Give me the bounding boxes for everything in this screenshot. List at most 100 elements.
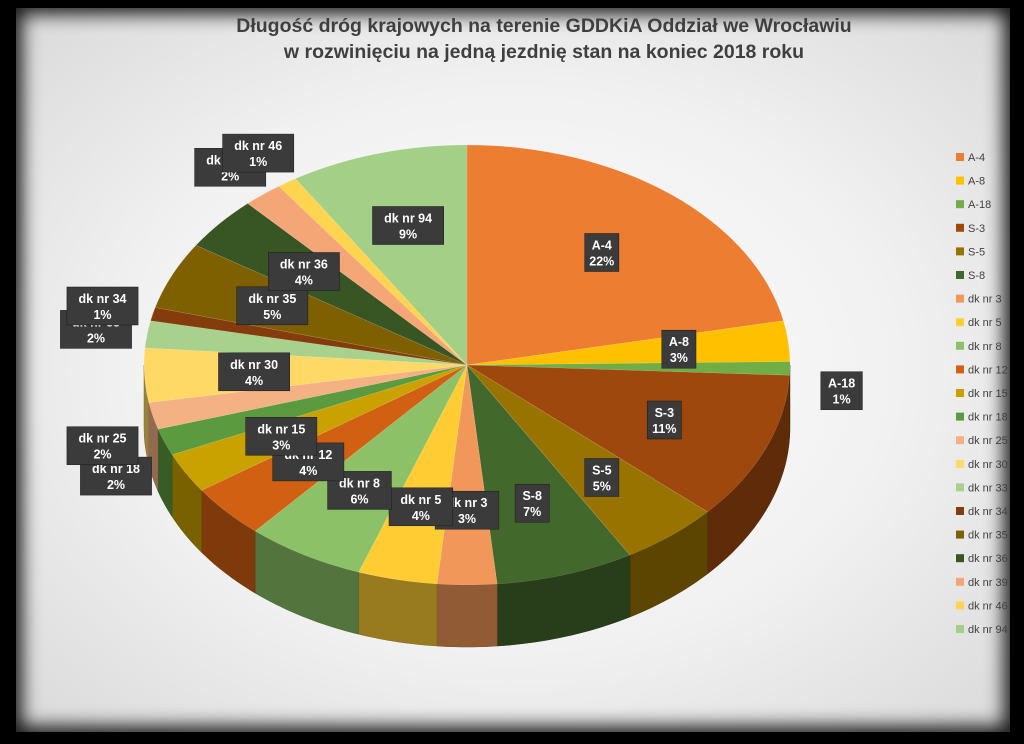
legend-item-a-4: A-4 <box>956 152 985 164</box>
legend-item-a-8: A-8 <box>956 176 985 188</box>
data-label-value: 3% <box>670 351 688 365</box>
legend-item-dk-nr-46: dk nr 46 <box>956 600 1008 612</box>
data-label-box <box>66 286 139 326</box>
slice-a-18 <box>466 361 791 376</box>
data-label-dk-nr-5: dk nr 5 4% <box>388 487 454 527</box>
data-label-box <box>268 252 340 291</box>
slice-dk-nr-39 <box>247 185 468 366</box>
data-label-dk-nr-34: dk nr 34 1% <box>66 286 139 326</box>
legend-swatch <box>956 247 964 256</box>
slice-dk-nr-18 <box>157 364 468 456</box>
legend-swatch <box>956 389 964 397</box>
data-label-name: dk nr 36 <box>280 258 328 272</box>
data-label-value: 6% <box>350 492 368 506</box>
slice-dk-nr-8 <box>254 364 468 573</box>
legend-label: dk nr 35 <box>968 530 1008 542</box>
data-label-value: 2% <box>107 478 125 492</box>
chart-title: Długość dróg krajowych na terenie GDDKiA… <box>236 15 851 37</box>
data-label-s-5: S-55% <box>584 458 620 497</box>
data-label-box <box>661 329 697 369</box>
slice-dk-nr-33 <box>144 320 468 366</box>
data-label-name: A-8 <box>669 335 689 349</box>
legend-item-dk-nr-30: dk nr 30 <box>956 459 1008 471</box>
legend-swatch <box>956 365 964 374</box>
data-label-name: dk nr 30 <box>230 358 278 372</box>
data-label-box <box>514 483 550 523</box>
legend-item-dk-nr-8: dk nr 8 <box>956 341 1002 353</box>
data-label-box <box>584 458 620 497</box>
legend-swatch <box>956 271 964 279</box>
slice-dk-nr-25 <box>148 364 468 430</box>
data-labels: A-4 22% A-8 3% A-181% S-311% S-55% S-8 7% dk nr 3… <box>60 133 863 530</box>
slice-s-8 <box>466 364 631 585</box>
legend-label: dk nr 12 <box>968 364 1008 376</box>
data-label-dk-nr-12: dk nr 124% <box>272 442 345 482</box>
data-label-value: 4% <box>299 464 317 478</box>
data-label-value: 9% <box>399 228 417 242</box>
data-label-s-3: S-311% <box>646 400 682 440</box>
data-label-value: 22% <box>589 255 614 269</box>
legend-label: dk nr 5 <box>968 317 1002 329</box>
slice-dk-nr-34 <box>150 307 468 366</box>
legend-item-dk-nr-3: dk nr 3 <box>956 294 1002 306</box>
legend-swatch <box>956 294 964 303</box>
legend-label: A-8 <box>968 176 985 188</box>
data-label-box <box>218 352 290 392</box>
legend-swatch <box>956 153 964 161</box>
legend-item-a-18: A-18 <box>956 199 991 211</box>
legend-label: dk nr 18 <box>968 412 1008 424</box>
legend-item-dk-nr-12: dk nr 12 <box>956 364 1008 376</box>
legend-label: dk nr 8 <box>968 341 1002 353</box>
data-label-name: dk nr 18 <box>92 462 140 476</box>
legend-swatch <box>956 601 964 610</box>
data-label-value: 2% <box>87 331 105 345</box>
legend-item-s-8: S-8 <box>956 270 985 282</box>
data-label-value: 3% <box>272 438 290 452</box>
data-label-box <box>388 487 454 527</box>
data-label-a-18: A-18 1% <box>820 371 863 410</box>
data-label-name: dk nr 15 <box>257 422 305 436</box>
legend-swatch <box>956 223 964 232</box>
legend-item-dk-nr-25: dk nr 25 <box>956 435 1008 447</box>
legend-label: dk nr 25 <box>968 435 1008 447</box>
legend-swatch <box>956 200 964 209</box>
data-label-name: dk nr 34 <box>79 292 127 306</box>
data-label-value: 1% <box>833 393 851 407</box>
legend-item-dk-nr-36: dk nr 36 <box>956 553 1008 565</box>
data-label-dk-nr-25: dk nr 25 2% <box>66 426 139 465</box>
data-label-box <box>372 206 444 245</box>
data-label-dk-nr-35: dk nr 35 5% <box>236 286 309 326</box>
legend-label: dk nr 39 <box>968 577 1008 589</box>
legend-label: dk nr 94 <box>968 624 1008 636</box>
chart-subtitle: w rozwinięciu na jedną jezdnię stan na k… <box>283 41 804 63</box>
legend-label: S-8 <box>968 270 985 282</box>
legend-swatch <box>956 530 964 539</box>
data-label-name: dk nr 3 <box>447 496 488 510</box>
legend-label: dk nr 15 <box>968 388 1008 400</box>
data-label-value: 7% <box>523 505 541 519</box>
slice-side-dk-nr-3 <box>436 583 498 648</box>
legend-label: dk nr 30 <box>968 459 1008 471</box>
data-label-value: 4% <box>245 374 263 388</box>
legend-label: dk nr 46 <box>968 600 1008 612</box>
legend-label: dk nr 33 <box>968 482 1008 494</box>
legend-swatch <box>956 554 964 563</box>
legend-swatch <box>956 483 964 492</box>
legend-label: dk nr 3 <box>968 294 1002 306</box>
data-label-name: dk nr 8 <box>339 476 380 490</box>
legend-item-dk-nr-34: dk nr 34 <box>956 506 1008 518</box>
legend-item-dk-nr-18: dk nr 18 <box>956 412 1008 424</box>
legend-label: A-18 <box>968 199 991 211</box>
data-label-box <box>66 426 139 465</box>
data-label-box <box>236 286 309 326</box>
data-label-name: A-4 <box>592 239 612 253</box>
slice-a-8 <box>466 320 791 366</box>
data-label-value: 3% <box>458 512 476 526</box>
legend-swatch <box>956 625 964 633</box>
legend-label: dk nr 36 <box>968 553 1008 565</box>
data-label-box <box>646 400 682 440</box>
data-label-name: S-8 <box>522 489 542 503</box>
data-label-name: dk nr 5 <box>400 493 441 507</box>
